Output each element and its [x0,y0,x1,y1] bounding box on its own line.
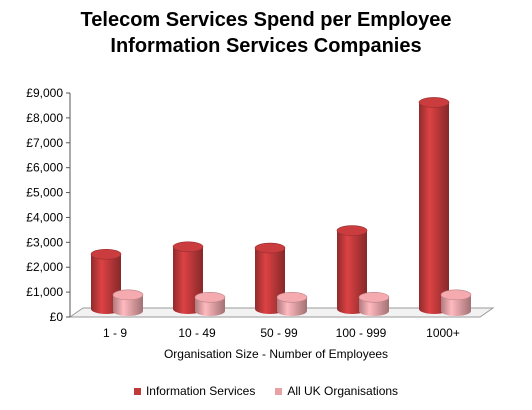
bar-information-services-4 [419,102,449,314]
y-tick-label: £0 [50,310,64,324]
x-tick-label: 10 - 49 [178,326,216,340]
y-tick-label: £8,000 [26,111,63,125]
legend-swatch-all-uk-organisations [275,387,283,395]
x-axis-title: Organisation Size - Number of Employees [164,347,388,361]
legend-item-all-uk-organisations: All UK Organisations [275,384,398,398]
bar-top-information-services-3 [336,225,368,236]
bar-top-all-uk-organisations-4 [440,289,472,301]
y-tick-label: £2,000 [26,260,63,274]
y-tick-label: £6,000 [26,161,63,175]
legend-label-all-uk-organisations: All UK Organisations [287,384,399,398]
bar-top-all-uk-organisations-1 [194,292,226,303]
bar-all-uk-organisations-1 [195,297,225,316]
x-tick-label: 1 - 9 [103,326,127,340]
x-tick-label: 1000+ [426,326,460,340]
bar-all-uk-organisations-4 [441,294,471,316]
y-tick-label: £5,000 [26,186,63,200]
x-tick-label: 100 - 999 [336,326,387,340]
bar-top-information-services-0 [90,248,122,260]
bar-all-uk-organisations-2 [277,297,307,316]
x-tick-label: 50 - 99 [260,326,298,340]
bar-top-information-services-4 [418,97,450,108]
chart-subtitle: Information Services Companies [110,35,422,57]
bar-top-information-services-1 [172,241,204,253]
y-tick-label: £7,000 [26,136,63,150]
bar-information-services-3 [337,230,367,314]
bar-all-uk-organisations-3 [359,297,389,316]
y-tick-label: £4,000 [26,210,63,224]
bar-top-all-uk-organisations-2 [276,292,308,303]
legend-label-information-services: Information Services [145,384,256,398]
chart-title: Telecom Services Spend per Employee [80,9,452,31]
bar-top-information-services-2 [254,242,286,254]
bar-all-uk-organisations-0 [113,294,143,316]
legend-item-information-services: Information Services [133,384,256,398]
legend-swatch-information-services [133,387,141,395]
bar-top-all-uk-organisations-0 [112,289,144,301]
bar-top-all-uk-organisations-3 [358,292,390,303]
y-tick-label: £1,000 [26,285,63,299]
y-tick-label: £9,000 [26,86,63,100]
y-tick-label: £3,000 [26,235,63,249]
legend: Information Services All UK Organisation… [0,384,532,398]
